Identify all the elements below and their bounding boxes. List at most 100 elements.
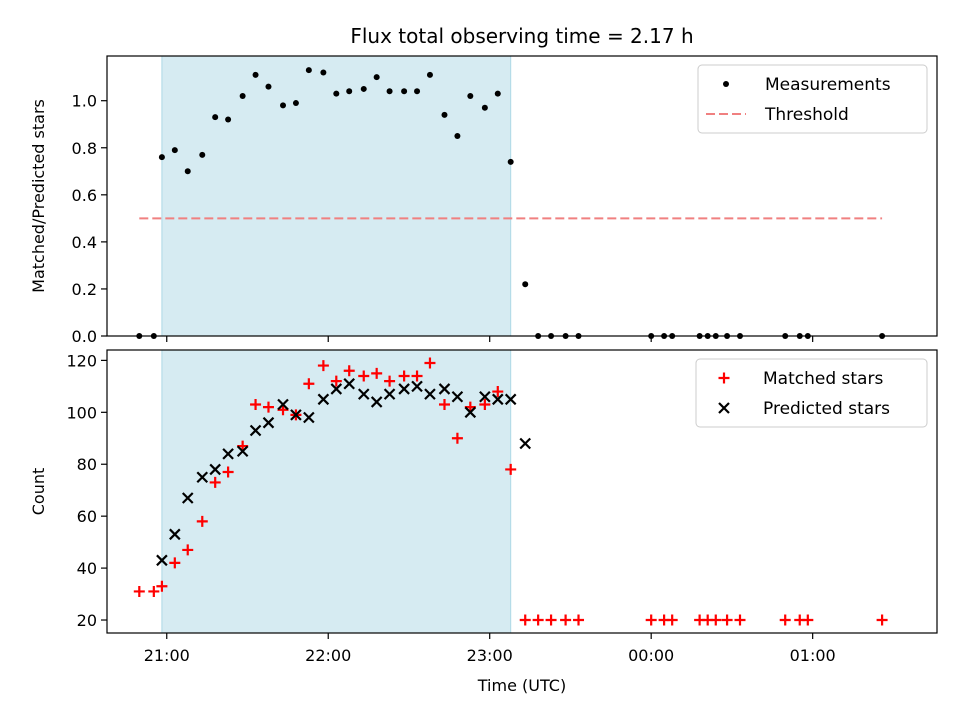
matched-star-point	[133, 585, 145, 597]
predicted-star-point	[370, 396, 383, 408]
x-tick-label: 21:00	[144, 646, 190, 665]
measurement-point	[199, 151, 206, 158]
y-tick-label: 120	[66, 351, 97, 370]
predicted-star-point	[249, 424, 262, 437]
y-tick-label: 40	[77, 559, 97, 578]
matched-star-point	[532, 614, 544, 626]
y-tick-label: 20	[77, 611, 97, 630]
measurement-point	[481, 104, 488, 111]
measurement-point	[494, 90, 501, 97]
matched-star-point	[802, 614, 814, 626]
matched-star-point	[876, 614, 888, 626]
predicted-star-point	[411, 380, 423, 393]
predicted-star-point	[492, 393, 504, 406]
predicted-star-point	[277, 398, 289, 411]
matched-star-point	[411, 370, 423, 382]
measurement-point	[373, 74, 380, 81]
ratio-panel: 0.0 0.2 0.4 0.6 0.8 1.0 Matched/Predicted star…	[29, 55, 938, 346]
count-panel: 20 40 60 80 100 120 21:00 22:00 23:00 00:00 01:00 C…	[29, 349, 938, 665]
y-tick-label: 80	[77, 455, 97, 474]
predicted-star-point	[303, 411, 315, 424]
predicted-star-point	[209, 463, 221, 476]
observing-span	[161, 55, 512, 337]
matched-star-point	[666, 614, 678, 626]
y-tick-label: 0.8	[72, 139, 97, 158]
matched-star-point	[398, 370, 410, 382]
measurement-point	[239, 93, 246, 99]
measurement-point	[320, 69, 327, 76]
y-tick-label: 0.6	[72, 186, 97, 205]
matched-star-point	[519, 614, 531, 626]
matched-star-point	[545, 614, 557, 626]
predicted-star-point	[169, 528, 181, 541]
y-tick-label: 100	[66, 403, 97, 422]
matched-star-point	[721, 614, 733, 626]
predicted-star-point	[519, 437, 532, 450]
matched-star-point	[303, 378, 315, 390]
legend-label: Matched stars	[763, 369, 883, 389]
predicted-star-point	[196, 471, 209, 483]
predicted-star-point	[398, 383, 410, 395]
measurement-point	[426, 71, 433, 78]
measurement-point	[454, 133, 461, 139]
measurement-point	[305, 67, 312, 74]
y-axis-label: Matched/Predicted stars	[29, 99, 48, 293]
matched-star-point	[451, 432, 463, 444]
matched-star-point	[560, 614, 572, 626]
y-tick-label: 0.2	[72, 280, 97, 299]
legend-label: Measurements	[765, 75, 891, 95]
matched-star-point	[645, 614, 657, 626]
predicted-star-point	[222, 448, 234, 460]
matched-star-point	[209, 476, 221, 488]
predicted-star-point	[383, 388, 396, 400]
measurement-point	[414, 88, 421, 95]
matched-star-point	[505, 463, 517, 475]
x-tick-label: 22:00	[305, 646, 351, 665]
legend-box	[695, 358, 928, 428]
chart-title: Flux total observing time = 2.17 h	[350, 24, 693, 48]
measurement-point	[292, 100, 299, 107]
matched-star-point	[424, 357, 436, 369]
predicted-star-point	[156, 554, 168, 567]
legend-box	[697, 64, 928, 134]
matched-star-point	[384, 375, 396, 387]
x-tick-label: 00:00	[628, 646, 674, 665]
predicted-star-point	[464, 406, 477, 419]
measurement-point	[225, 116, 232, 123]
legend-marker-measurements	[723, 81, 729, 87]
measurement-point	[252, 71, 259, 78]
matched-star-point	[169, 557, 181, 569]
measurement-point	[184, 168, 191, 175]
predicted-star-point	[236, 445, 249, 458]
predicted-star-point	[262, 416, 275, 429]
matched-star-point	[156, 580, 168, 592]
measurement-point	[507, 158, 514, 165]
predicted-star-point	[330, 383, 343, 395]
predicted-star-point	[290, 409, 302, 421]
measurement-point	[265, 83, 272, 90]
legend-label: Threshold	[764, 105, 849, 125]
axes-frame	[106, 349, 938, 634]
legend-marker-matched	[718, 372, 730, 384]
measurement-point	[280, 102, 287, 109]
matched-star-point	[182, 544, 194, 556]
matched-star-point	[343, 365, 355, 377]
predicted-star-point	[479, 390, 491, 403]
matched-star-point	[710, 614, 722, 626]
matched-star-point	[358, 370, 370, 382]
matched-star-point	[148, 585, 160, 597]
matched-star-point	[779, 614, 791, 626]
measurement-point	[441, 111, 448, 118]
predicted-star-point	[504, 393, 517, 406]
predicted-star-point	[181, 492, 194, 504]
predicted-star-point	[438, 383, 451, 395]
matched-star-point	[222, 466, 234, 478]
x-tick-label: 01:00	[790, 646, 836, 665]
legend-marker-predicted	[718, 402, 730, 414]
y-tick-label: 60	[77, 507, 97, 526]
predicted-star-point	[357, 388, 370, 400]
measurement-point	[360, 85, 367, 92]
matched-star-point	[734, 614, 746, 626]
matched-star-point	[479, 399, 491, 411]
